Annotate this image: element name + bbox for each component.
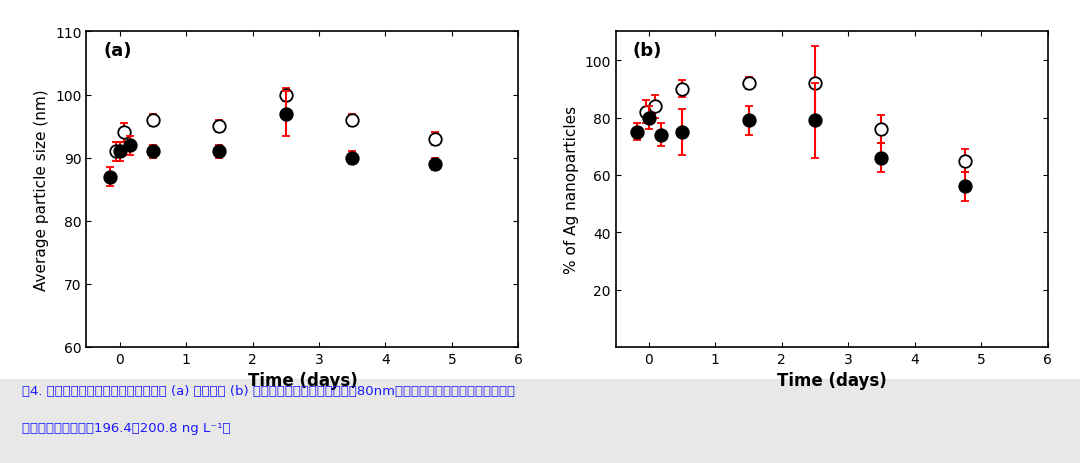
Text: 图4. 纯水和地表水中的纳米银平均尺寸 (a) 和百分比 (b) 与平衡时间关系。样品添加了80nm未包裹纳米銀，去离子水和地表水: 图4. 纯水和地表水中的纳米银平均尺寸 (a) 和百分比 (b) 与平衡时间关系… [22, 384, 514, 397]
Text: 中总金属浓度分别为196.4和200.8 ng L⁻¹。: 中总金属浓度分别为196.4和200.8 ng L⁻¹。 [22, 421, 230, 434]
Y-axis label: % of Ag nanoparticles: % of Ag nanoparticles [564, 106, 579, 274]
Text: (b): (b) [633, 42, 662, 60]
Text: (a): (a) [104, 42, 132, 60]
Y-axis label: Average particle size (nm): Average particle size (nm) [35, 89, 50, 290]
X-axis label: Time (days): Time (days) [247, 372, 357, 389]
X-axis label: Time (days): Time (days) [777, 372, 887, 389]
